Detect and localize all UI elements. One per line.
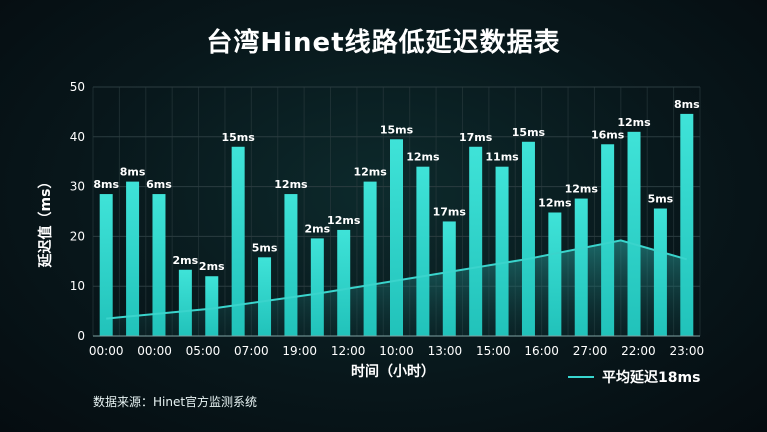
- latency-bar: [310, 238, 324, 336]
- legend-label: 平均延迟18ms: [602, 370, 701, 386]
- y-tick-label: 40: [70, 130, 85, 144]
- x-tick-label: 15:00: [476, 344, 511, 358]
- latency-bar: [574, 198, 588, 336]
- bar-data-label: 8ms: [674, 98, 700, 111]
- latency-bar: [521, 141, 535, 336]
- y-tick-label: 30: [70, 180, 85, 194]
- x-tick-label: 27:00: [573, 344, 608, 358]
- x-tick-label: 23:00: [670, 344, 705, 358]
- latency-bar: [284, 194, 298, 336]
- latency-bar: [416, 166, 430, 336]
- bar-data-label: 11ms: [485, 151, 519, 164]
- bar-data-label: 2ms: [304, 222, 330, 235]
- legend-line-swatch: [568, 376, 594, 378]
- y-tick-label: 50: [70, 80, 85, 94]
- average-latency-line: [106, 239, 688, 320]
- bar-data-label: 2ms: [199, 260, 225, 273]
- latency-bar: [363, 181, 377, 336]
- latency-bar: [653, 208, 667, 336]
- bar-data-label: 15ms: [221, 131, 255, 144]
- bar-data-label: 12ms: [538, 196, 572, 209]
- bar-data-label: 5ms: [252, 241, 278, 254]
- bar-data-label: 15ms: [512, 126, 546, 139]
- bar-data-label: 5ms: [648, 193, 674, 206]
- latency-bar: [390, 139, 403, 336]
- latency-bar: [231, 146, 245, 336]
- bar-data-label: 8ms: [93, 178, 119, 191]
- y-tick-label: 10: [70, 279, 85, 293]
- x-tick-label: 05:00: [186, 344, 221, 358]
- bar-data-label: 12ms: [327, 214, 361, 227]
- y-axis-title: 延迟值（ms）: [37, 175, 54, 269]
- latency-bar: [205, 276, 219, 336]
- latency-bar: [126, 181, 140, 336]
- x-tick-label: 19:00: [282, 344, 317, 358]
- bar-data-label: 16ms: [591, 128, 625, 141]
- x-axis-title: 时间（小时）: [351, 363, 435, 380]
- x-tick-label: 13:00: [428, 344, 463, 358]
- latency-bar: [627, 131, 641, 336]
- latency-bar: [178, 269, 192, 336]
- bar-data-label: 8ms: [120, 166, 146, 179]
- chart-title: 台湾Hinet线路低延迟数据表: [206, 28, 561, 58]
- latency-bar: [601, 144, 615, 336]
- latency-bar: [152, 194, 166, 336]
- x-tick-label: 12:00: [331, 344, 366, 358]
- bar-data-label: 6ms: [146, 178, 172, 191]
- y-tick-label: 20: [70, 229, 85, 243]
- latency-bar: [495, 166, 509, 336]
- latency-bar: [442, 221, 456, 336]
- x-tick-label: 07:00: [234, 344, 269, 358]
- x-tick-label: 00:00: [137, 344, 172, 358]
- latency-bar: [469, 146, 483, 336]
- y-tick-label: 0: [77, 329, 85, 343]
- bar-data-label: 15ms: [380, 123, 414, 136]
- x-tick-label: 00:00: [89, 344, 124, 358]
- bar-data-label: 17ms: [433, 205, 467, 218]
- bar-data-label: 12ms: [617, 116, 651, 129]
- data-source-note: 数据来源：Hinet官方监测系统: [93, 395, 258, 409]
- latency-bar: [258, 257, 272, 336]
- bar-data-label: 12ms: [406, 151, 440, 164]
- bar-data-label: 17ms: [459, 131, 493, 144]
- bar-data-label: 12ms: [565, 183, 599, 196]
- latency-bar: [548, 212, 562, 336]
- latency-bar: [99, 194, 113, 336]
- bar-data-label: 12ms: [353, 166, 387, 179]
- x-tick-label: 10:00: [379, 344, 414, 358]
- x-tick-label: 16:00: [524, 344, 559, 358]
- bar-data-label: 2ms: [173, 254, 199, 267]
- x-tick-label: 22:00: [621, 344, 656, 358]
- chart-legend: 平均延迟18ms: [568, 367, 700, 387]
- latency-bar: [680, 113, 694, 336]
- bar-data-label: 12ms: [274, 178, 308, 191]
- latency-bar: [337, 229, 351, 336]
